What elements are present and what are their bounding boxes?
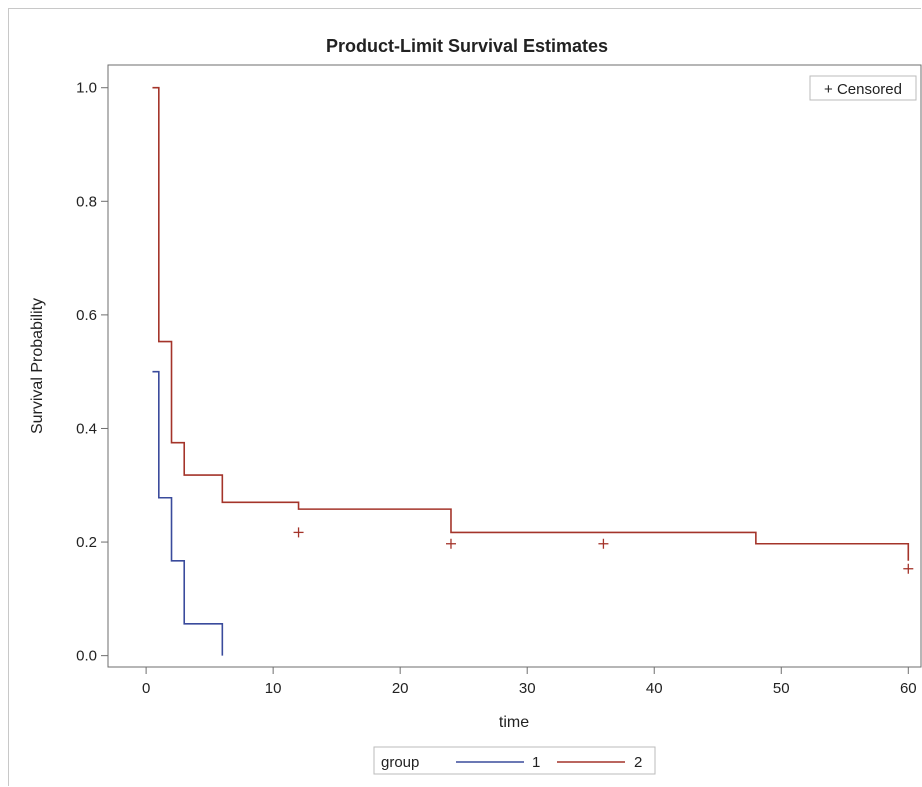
series-line-group-1 — [152, 370, 224, 656]
y-tick-label: 0.6 — [76, 307, 97, 324]
x-tick-label: 40 — [646, 680, 663, 697]
chart-title: Product-Limit Survival Estimates — [326, 36, 608, 56]
group-legend-box — [373, 746, 656, 775]
plot-area — [107, 64, 922, 668]
censor-mark-group-2 — [293, 527, 304, 538]
x-tick-label: 20 — [392, 680, 409, 697]
survival-chart: Product-Limit Survival Estimates 0.00.20… — [29, 36, 922, 775]
censor-legend-label: + Censored — [824, 81, 902, 98]
group-legend-title: group — [381, 754, 419, 771]
group-legend: group 1 2 — [373, 746, 656, 775]
series-layer — [152, 86, 914, 656]
chart-frame: Product-Limit Survival Estimates 0.0 0.2 0… — [8, 8, 922, 786]
y-tick-label: 0.8 — [76, 193, 97, 210]
x-axis-label: time — [499, 714, 529, 731]
x-tick-label: 10 — [265, 680, 282, 697]
x-tick-label: 50 — [773, 680, 790, 697]
legend-label-group-1: 1 — [532, 754, 540, 771]
legend-label-group-2: 2 — [634, 754, 642, 771]
censor-legend-box — [809, 75, 917, 101]
x-tick-label: 0 — [142, 680, 150, 697]
y-tick-label: 0.2 — [76, 534, 97, 551]
y-axis: 0.0 0.2 0.4 0.6 0.8 1.0 — [76, 80, 108, 665]
y-tick-label: 1.0 — [76, 80, 97, 97]
censor-mark-group-2 — [903, 563, 914, 574]
y-axis-label: Survival Probability — [29, 298, 46, 434]
x-tick-label: 30 — [519, 680, 536, 697]
censor-mark-group-2 — [598, 538, 609, 549]
censor-mark-group-2 — [445, 538, 456, 549]
y-tick-label: 0.0 — [76, 648, 97, 665]
y-tick-label: 0.4 — [76, 420, 97, 437]
x-axis: 0 10 20 30 40 50 60 — [142, 667, 917, 697]
series-line-group-2 — [152, 86, 910, 561]
censor-legend: + Censored — [809, 75, 917, 101]
x-tick-label: 60 — [900, 680, 917, 697]
